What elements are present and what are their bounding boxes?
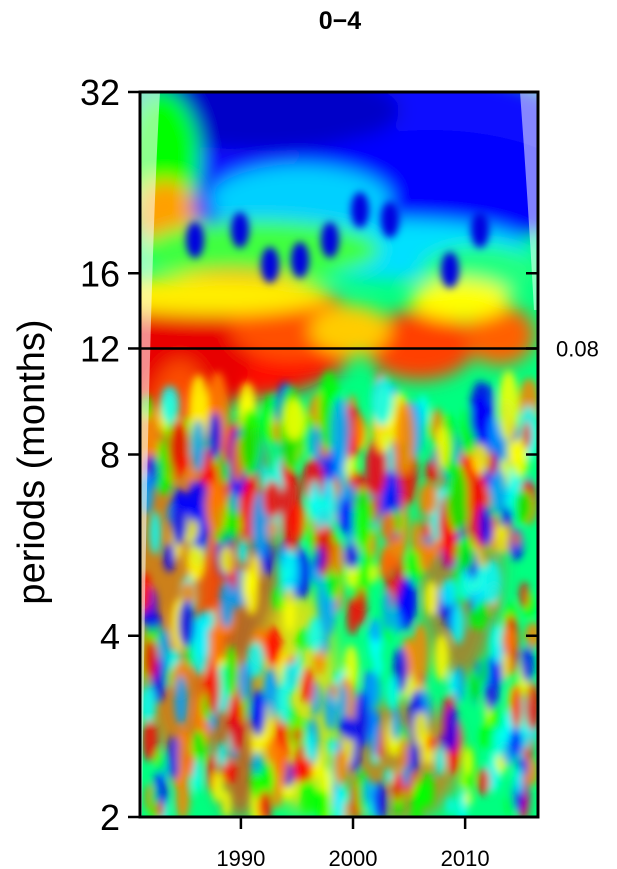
- y-tick-label: 32: [80, 72, 120, 113]
- coi-right: [520, 92, 538, 310]
- reference-line-label: 0.08: [556, 336, 599, 361]
- x-tick-label: 2000: [329, 846, 378, 869]
- x-tick-label: 2010: [441, 846, 490, 869]
- heatmap-area: [140, 92, 538, 817]
- coi-left: [140, 92, 160, 817]
- x-tick-label: 1990: [216, 846, 265, 869]
- y-axis-label: periods (months): [11, 319, 53, 604]
- y-tick-label: 12: [80, 328, 120, 369]
- y-tick-label: 4: [100, 616, 120, 657]
- chart-title: 0−4: [319, 7, 362, 35]
- x-axis: 1990 2000 2010: [216, 817, 490, 869]
- y-tick-label: 16: [80, 253, 120, 294]
- y-tick-label: 8: [100, 435, 120, 476]
- y-tick-label: 2: [100, 797, 120, 838]
- y-axis: 2 4 8 12 16 32: [80, 72, 538, 838]
